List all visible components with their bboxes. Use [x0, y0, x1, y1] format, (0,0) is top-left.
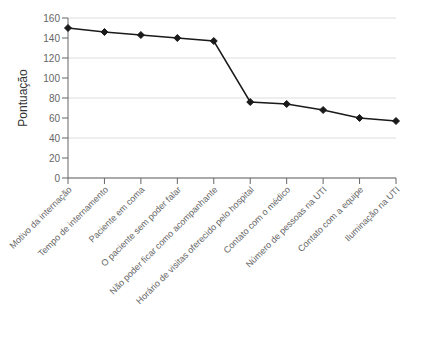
svg-text:140: 140 — [43, 33, 60, 44]
svg-text:Número de pessoas na UTI: Número de pessoas na UTI — [243, 184, 329, 270]
svg-text:0: 0 — [54, 173, 60, 184]
svg-text:160: 160 — [43, 13, 60, 24]
svg-text:120: 120 — [43, 53, 60, 64]
svg-text:Iluminação na UTI: Iluminação na UTI — [343, 185, 402, 244]
svg-text:Tempo de internamento: Tempo de internamento — [36, 185, 110, 259]
svg-text:60: 60 — [49, 113, 61, 124]
svg-text:Contato com a equipe: Contato com a equipe — [296, 185, 365, 254]
svg-text:Horário de visitas oferecido p: Horário de visitas oferecido pelo hospit… — [134, 184, 256, 307]
svg-text:O paciente sem poder falar: O paciente sem poder falar — [99, 184, 183, 269]
svg-text:80: 80 — [49, 93, 61, 104]
svg-text:Contato com o médico: Contato com o médico — [222, 185, 293, 256]
svg-text:Paciente em coma: Paciente em coma — [86, 184, 147, 245]
svg-text:100: 100 — [43, 73, 60, 84]
svg-text:Pontuação: Pontuação — [16, 69, 30, 127]
svg-text:40: 40 — [49, 133, 61, 144]
svg-text:Motivo da internação: Motivo da internação — [8, 185, 74, 251]
svg-text:Não poder ficar como acompanha: Não poder ficar como acompanhante — [107, 184, 220, 297]
svg-text:20: 20 — [49, 153, 61, 164]
